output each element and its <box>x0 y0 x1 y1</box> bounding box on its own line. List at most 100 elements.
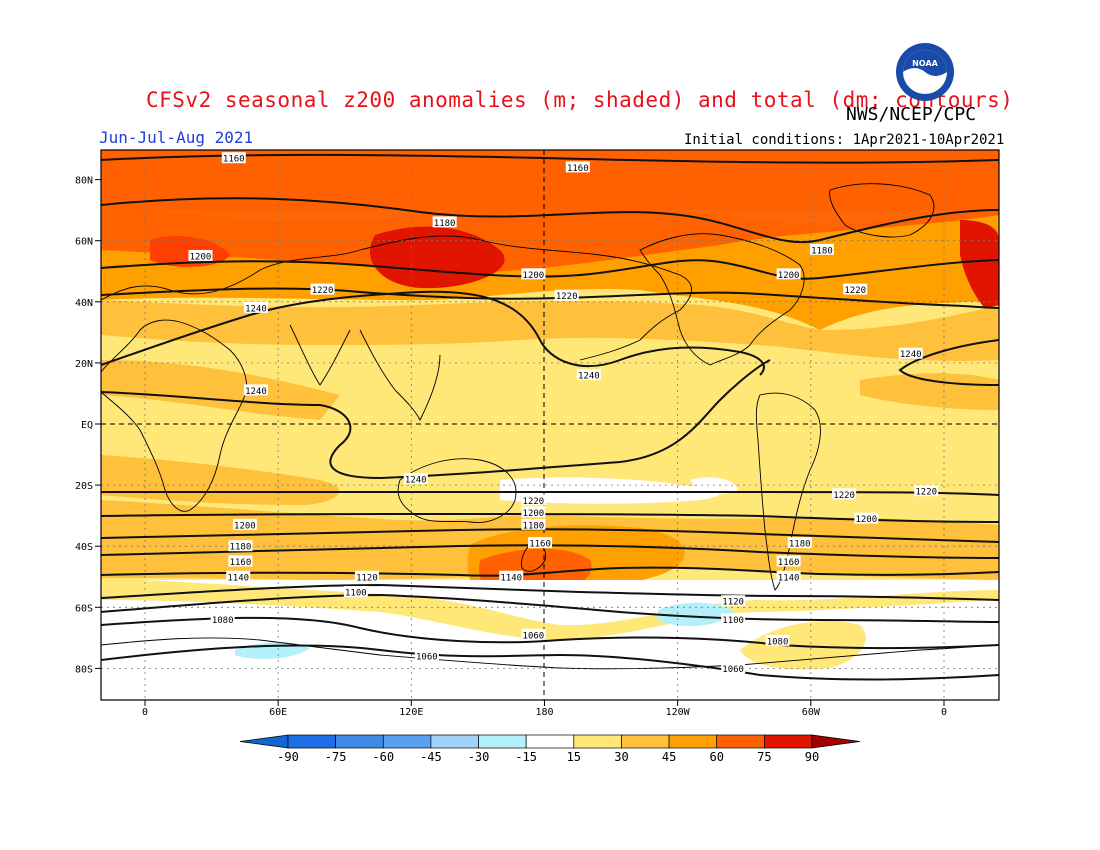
contour-label: 1160 <box>528 537 553 550</box>
contour-label-text: 1220 <box>556 292 578 302</box>
colorbar-swatch <box>478 734 527 749</box>
contour-label-box <box>521 518 546 530</box>
contour-label: 1180 <box>228 540 253 553</box>
contour-label-text: 1060 <box>416 653 438 663</box>
contour-label-text: 1180 <box>434 219 456 229</box>
colorbar-swatch <box>525 734 575 749</box>
contour-label-text: 1200 <box>523 509 545 519</box>
contour-1220-south <box>101 490 999 496</box>
colorbar-tick-label: -90 <box>277 750 299 764</box>
lat-tick-label: 20N <box>75 359 93 370</box>
shade-band <box>370 226 505 289</box>
contour-label-box <box>721 662 746 674</box>
contour-label: 1080 <box>765 634 790 647</box>
lon-tick-label: 120E <box>399 707 423 718</box>
colorbar-tick-label: -30 <box>468 750 490 764</box>
contour-label: 1140 <box>499 570 524 583</box>
coastline-antarctica <box>101 637 999 670</box>
contour-label: 1100 <box>721 613 746 626</box>
lon-tick-label: 120W <box>666 707 691 718</box>
contour-label: 1140 <box>776 570 801 583</box>
lat-tick-label: 60N <box>75 237 93 248</box>
colorbar-swatch <box>621 734 670 749</box>
contour-label: 1220 <box>521 494 546 507</box>
contour-label-text: 1200 <box>855 515 877 525</box>
contour-label: 1160 <box>565 161 590 174</box>
contour-label: 1200 <box>521 506 546 519</box>
lon-tick-label: 0 <box>142 707 148 718</box>
lat-tick-label: 80S <box>75 664 93 675</box>
colorbar-swatch <box>287 734 336 749</box>
contour-label-text: 1160 <box>778 558 800 568</box>
lon-tick-label: 180 <box>535 707 553 718</box>
latitude-axis: 80N 60N 40N 20N EQ 20S 40S 60S 80S <box>75 176 101 675</box>
contour-1120-south <box>101 583 999 601</box>
contour-label: 1240 <box>403 472 428 485</box>
contour-label-box <box>776 570 801 582</box>
shade-band <box>690 477 738 495</box>
contour-label-box <box>521 494 546 506</box>
colorbar-tick-label: -60 <box>372 750 394 764</box>
contour-label: 1140 <box>226 570 251 583</box>
contour-label-box <box>343 586 368 598</box>
contour-label-box <box>776 555 801 567</box>
lon-tick-label: 0 <box>941 707 947 718</box>
contour-label-text: 1240 <box>245 304 267 314</box>
lon-tick-label: 60W <box>802 707 821 718</box>
contour-label-text: 1140 <box>778 573 800 583</box>
contour-label-text: 1120 <box>356 573 378 583</box>
contour-label-box <box>843 283 868 295</box>
contour-label-text: 1060 <box>523 631 545 641</box>
contour-1080-south <box>101 616 999 650</box>
noaa-logo: NOAA <box>896 43 954 101</box>
lat-tick-label: 40S <box>75 542 93 553</box>
contour-label-text: 1160 <box>529 540 551 550</box>
contour-label-box <box>809 243 834 255</box>
contour-label: 1180 <box>432 216 457 229</box>
map-title: CFSv2 seasonal z200 anomalies (m; shaded… <box>146 88 1014 112</box>
colorbar-tick-label: -45 <box>420 750 442 764</box>
contour-1240-atlantic <box>898 339 999 386</box>
contour-label-box <box>914 485 939 497</box>
longitude-axis: 0 60E 120E 180 120W 60W 0 <box>142 700 947 718</box>
contour-label-text: 1200 <box>778 271 800 281</box>
contour-label-box <box>854 512 879 524</box>
contour-label: 1200 <box>776 268 801 281</box>
contour-label-text: 1180 <box>523 521 545 531</box>
colorbar-tick-label: -75 <box>325 750 347 764</box>
colorbar-swatch <box>335 734 384 749</box>
contour-label-text: 1140 <box>500 573 522 583</box>
contour-label-text: 1140 <box>227 573 249 583</box>
contour-label-box <box>432 216 457 228</box>
shade-band <box>860 373 999 410</box>
contour-label-box <box>521 268 546 280</box>
colorbar-swatch <box>668 734 718 749</box>
initial-conditions: Initial conditions: 1Apr2021-10Apr2021 <box>684 132 1005 148</box>
contour-label-text: 1060 <box>722 665 744 675</box>
contour-label: 1220 <box>310 283 335 296</box>
shade-band <box>960 220 999 320</box>
contour-label-box <box>228 540 253 552</box>
lat-tick-label: 80N <box>75 176 93 187</box>
contour-label-box <box>576 369 601 381</box>
contour-label-box <box>721 613 746 625</box>
contour-label: 1240 <box>898 347 923 360</box>
colorbar-min-arrow <box>239 734 289 749</box>
contour-label-box <box>521 628 546 640</box>
contour-label-text: 1160 <box>223 155 245 165</box>
contour-label: 1180 <box>809 243 834 256</box>
shade-band <box>658 602 735 627</box>
contour-label-box <box>188 249 213 261</box>
contour-label-text: 1220 <box>844 286 866 296</box>
contour-label-text: 1200 <box>523 271 545 281</box>
contour-label: 1160 <box>228 555 253 568</box>
contour-label-text: 1120 <box>722 598 744 608</box>
colorbar-tick-label: 60 <box>710 750 724 764</box>
lat-tick-label: 40N <box>75 298 93 309</box>
contour-label-text: 1200 <box>234 521 256 531</box>
contour-label-box <box>232 518 257 530</box>
colorbar-tick-label: 15 <box>567 750 581 764</box>
contour-label: 1200 <box>188 249 213 262</box>
colorbar-tick-label: 90 <box>805 750 819 764</box>
contour-label: 1220 <box>914 485 939 498</box>
